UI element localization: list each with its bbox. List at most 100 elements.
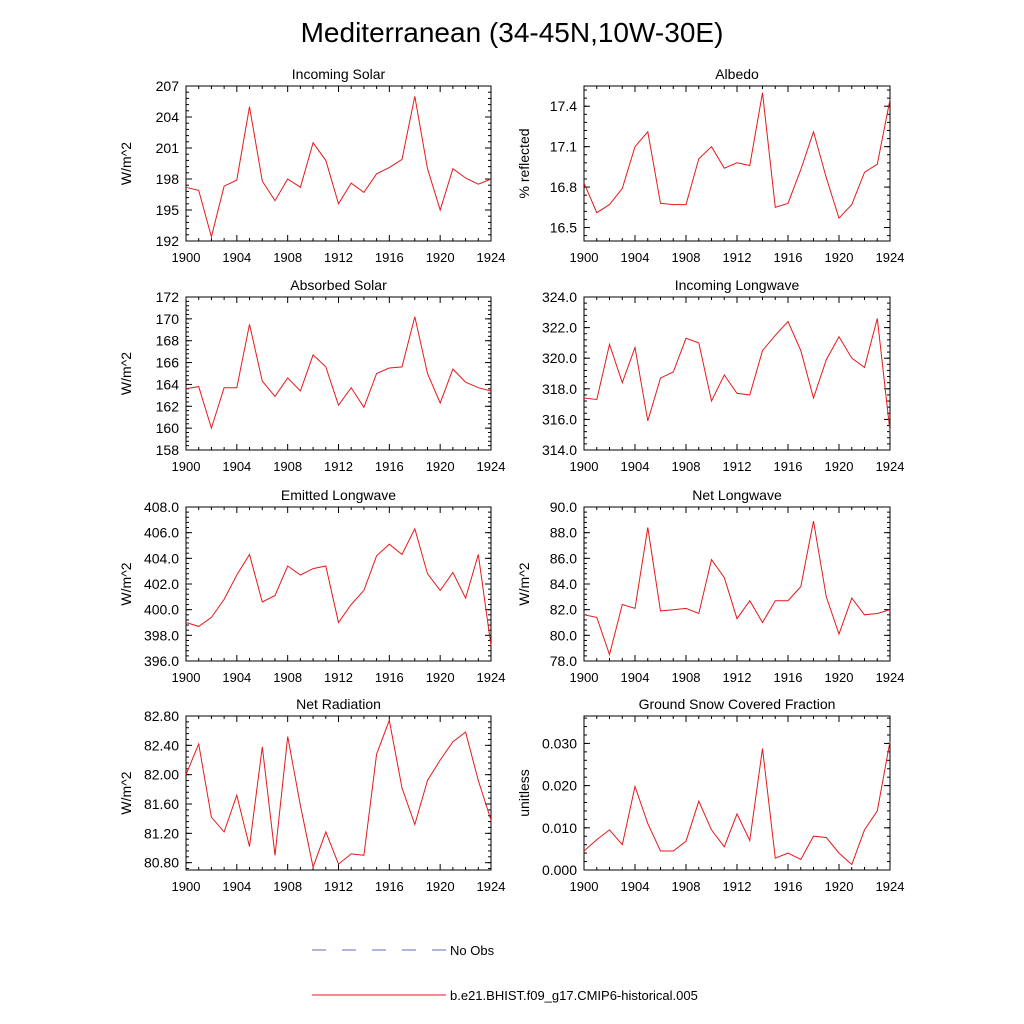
y-tick-label: 322.0 xyxy=(542,320,577,336)
y-tick-label: 160 xyxy=(156,420,180,436)
legend-label-no-obs: No Obs xyxy=(450,943,495,958)
y-tick-label: 201 xyxy=(156,140,180,156)
x-tick-label: 1920 xyxy=(825,250,854,265)
y-tick-label: 172 xyxy=(156,289,180,305)
x-tick-label: 1924 xyxy=(477,670,506,685)
x-tick-label: 1920 xyxy=(426,459,455,474)
y-tick-label: 86.0 xyxy=(550,550,577,566)
y-tick-label: 168 xyxy=(156,333,180,349)
y-tick-label: 400.0 xyxy=(144,602,179,618)
x-tick-label: 1908 xyxy=(672,459,701,474)
y-tick-label: 82.40 xyxy=(144,737,179,753)
x-tick-label: 1924 xyxy=(477,879,506,894)
x-tick-label: 1900 xyxy=(172,459,201,474)
y-tick-label: 88.0 xyxy=(550,525,577,541)
y-tick-label: 162 xyxy=(156,398,180,414)
y-tick-label: 192 xyxy=(156,233,180,249)
x-tick-label: 1908 xyxy=(273,459,302,474)
x-tick-label: 1912 xyxy=(723,250,752,265)
x-tick-label: 1900 xyxy=(172,879,201,894)
y-tick-label: 316.0 xyxy=(542,411,577,427)
x-tick-label: 1904 xyxy=(222,879,251,894)
x-tick-label: 1900 xyxy=(570,459,599,474)
x-tick-label: 1908 xyxy=(273,879,302,894)
y-tick-label: 164 xyxy=(156,376,180,392)
y-tick-label: 198 xyxy=(156,171,180,187)
series-line xyxy=(185,316,492,430)
x-tick-label: 1908 xyxy=(672,879,701,894)
x-tick-label: 1900 xyxy=(570,250,599,265)
x-tick-label: 1912 xyxy=(324,879,353,894)
x-tick-label: 1920 xyxy=(825,670,854,685)
x-tick-label: 1920 xyxy=(825,459,854,474)
series-line xyxy=(583,318,891,432)
y-tick-label: 82.0 xyxy=(550,602,577,618)
x-tick-label: 1924 xyxy=(876,459,905,474)
x-tick-label: 1900 xyxy=(570,670,599,685)
y-tick-label: 314.0 xyxy=(542,442,577,458)
series-line xyxy=(583,92,891,220)
x-tick-label: 1900 xyxy=(172,670,201,685)
plot-frame xyxy=(185,85,492,242)
y-tick-label: 17.1 xyxy=(550,139,577,155)
x-tick-label: 1924 xyxy=(876,670,905,685)
panel-title: Net Radiation xyxy=(296,696,381,712)
x-tick-label: 1916 xyxy=(774,670,803,685)
panel-albedo: Albedo % reflected 1900 1904 1908 1912 1916 192… xyxy=(516,66,904,265)
plot-frame xyxy=(583,506,891,662)
x-tick-label: 1908 xyxy=(273,670,302,685)
y-axis-label: W/m^2 xyxy=(118,352,134,395)
x-tick-label: 1924 xyxy=(477,250,506,265)
x-tick-label: 1916 xyxy=(375,250,404,265)
y-tick-label: 195 xyxy=(156,202,180,218)
x-tick-label: 1916 xyxy=(375,879,404,894)
plot-frame xyxy=(583,715,891,871)
panel-title: Absorbed Solar xyxy=(290,277,387,293)
panel-title: Ground Snow Covered Fraction xyxy=(639,696,836,712)
panel-title: Emitted Longwave xyxy=(281,487,396,503)
x-tick-label: 1904 xyxy=(222,670,251,685)
y-tick-label: 80.80 xyxy=(144,855,179,871)
figure-title: Mediterranean (34-45N,10W-30E) xyxy=(301,17,724,48)
panel-title: Incoming Solar xyxy=(292,66,386,82)
panel-title: Incoming Longwave xyxy=(675,277,800,293)
x-tick-label: 1924 xyxy=(876,250,905,265)
x-tick-label: 1904 xyxy=(621,459,650,474)
y-tick-label: 81.20 xyxy=(144,825,179,841)
x-tick-label: 1916 xyxy=(774,879,803,894)
y-tick-label: 406.0 xyxy=(144,525,179,541)
x-tick-label: 1908 xyxy=(672,670,701,685)
legend-label-model: b.e21.BHIST.f09_g17.CMIP6-historical.005 xyxy=(450,988,698,1003)
y-axis-label: W/m^2 xyxy=(118,771,134,814)
y-tick-label: 80.0 xyxy=(550,627,577,643)
y-tick-label: 320.0 xyxy=(542,350,577,366)
series-line xyxy=(583,741,891,866)
y-tick-label: 318.0 xyxy=(542,381,577,397)
y-tick-label: 16.8 xyxy=(550,179,577,195)
panel-net-longwave: Net Longwave W/m^2 1900 1904 1908 1912 1916 192… xyxy=(516,487,904,685)
panel-net-radiation: Net Radiation W/m^2 1900 1904 1908 1912 1916 19… xyxy=(118,696,505,894)
plot-frame xyxy=(185,715,492,871)
x-tick-label: 1904 xyxy=(222,250,251,265)
y-axis-label: W/m^2 xyxy=(118,562,134,605)
panels: Incoming Solar W/m^2 1900 1904 1908 1912 1916 1… xyxy=(118,66,904,894)
x-tick-label: 1916 xyxy=(375,459,404,474)
y-tick-label: 166 xyxy=(156,355,180,371)
y-tick-label: 204 xyxy=(156,109,180,125)
y-axis-label: W/m^2 xyxy=(118,142,134,185)
x-tick-label: 1916 xyxy=(774,459,803,474)
y-tick-label: 78.0 xyxy=(550,653,577,669)
y-tick-label: 408.0 xyxy=(144,499,179,515)
x-tick-label: 1912 xyxy=(723,459,752,474)
y-tick-label: 404.0 xyxy=(144,550,179,566)
x-tick-label: 1912 xyxy=(723,670,752,685)
panel-title: Albedo xyxy=(715,66,759,82)
y-tick-label: 324.0 xyxy=(542,289,577,305)
y-tick-label: 158 xyxy=(156,442,180,458)
panel-incoming-solar: Incoming Solar W/m^2 1900 1904 1908 1912 1916 1… xyxy=(118,66,505,265)
panel-title: Net Longwave xyxy=(692,487,782,503)
x-tick-label: 1912 xyxy=(324,459,353,474)
panel-emitted-longwave: Emitted Longwave W/m^2 1900 1904 1908 1912 191… xyxy=(118,487,505,685)
y-tick-label: 396.0 xyxy=(144,653,179,669)
